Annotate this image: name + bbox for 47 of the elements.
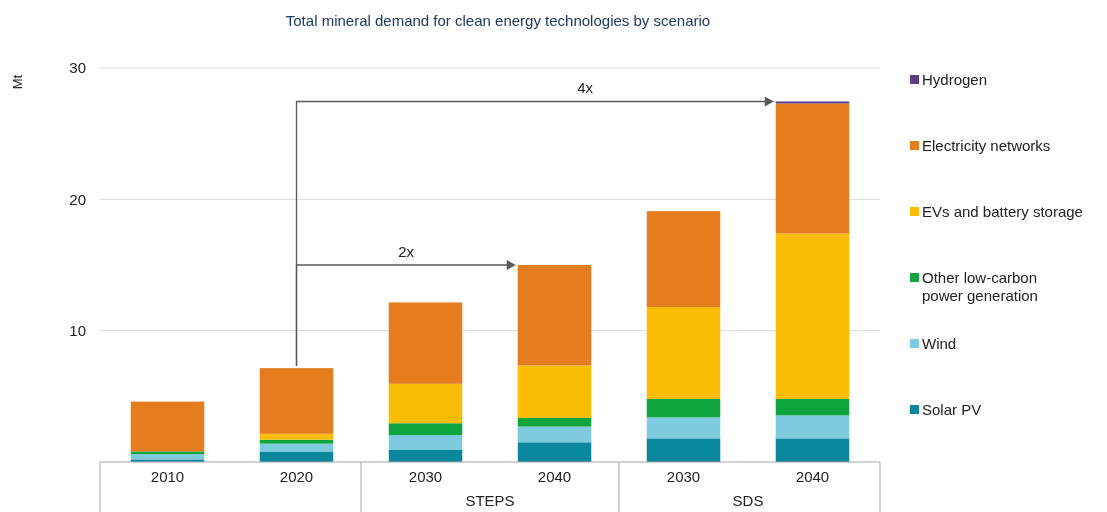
x-tick-label: 2010 — [150, 468, 185, 485]
legend-label: Wind — [922, 335, 957, 353]
bar — [259, 451, 334, 462]
annotation: 2x — [398, 243, 415, 260]
bar — [130, 451, 205, 455]
x-tick-label: 2040 — [537, 468, 572, 485]
x-tick-label: 2030 — [408, 468, 443, 485]
annotation: 4x — [577, 79, 594, 97]
bar — [775, 438, 850, 462]
bar — [517, 365, 592, 418]
bar — [646, 438, 721, 462]
legend-label: Hydrogen — [922, 71, 988, 89]
y-tick-label: 20 — [69, 190, 86, 208]
bar — [388, 435, 463, 450]
bar — [646, 398, 721, 418]
bar — [388, 302, 463, 384]
text: STEPS — [465, 492, 515, 509]
legend-label: Electricity networks — [922, 137, 1051, 155]
x-tick-label: 2040 — [795, 468, 830, 485]
y-tick-label: 10 — [69, 321, 86, 339]
bar — [775, 398, 850, 416]
legend-label: Other low-carbon power generation — [922, 269, 1038, 305]
legend-label: Solar PV — [922, 401, 982, 419]
bar — [775, 233, 850, 399]
bar — [388, 423, 463, 436]
bar — [775, 415, 850, 439]
bar — [517, 426, 592, 443]
bar — [517, 442, 592, 462]
bar — [259, 433, 334, 440]
bar — [259, 439, 334, 444]
bar — [388, 383, 463, 424]
bar — [517, 265, 592, 366]
x-tick-label: 2020 — [279, 468, 314, 485]
legend-label: EVs and battery storage — [922, 203, 1083, 221]
x-tick-label: 2030 — [666, 468, 701, 485]
bar — [259, 368, 334, 434]
bar — [646, 417, 721, 439]
bar — [775, 103, 850, 234]
y-axis-title: Mt — [10, 74, 25, 90]
bar — [646, 307, 721, 399]
y-tick-label: 30 — [69, 59, 86, 77]
bar — [646, 211, 721, 308]
bar — [130, 401, 205, 452]
text: SDS — [732, 492, 764, 509]
bar — [517, 418, 592, 427]
bar — [130, 454, 205, 460]
chart-title: Total mineral demand for clean energy technologies by scenario — [285, 12, 711, 29]
